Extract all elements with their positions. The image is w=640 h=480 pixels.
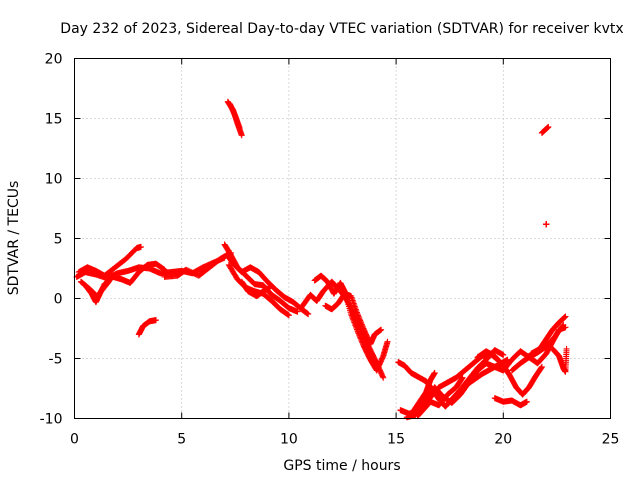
- x-tick-label: 20: [494, 432, 512, 448]
- data-point: [559, 322, 566, 329]
- satellite-track: [82, 278, 112, 306]
- data-point: [152, 317, 159, 324]
- y-tick-label: -10: [40, 412, 63, 428]
- data-point: [105, 279, 112, 286]
- satellite-track: [223, 251, 312, 318]
- grid-layer: [74, 58, 611, 419]
- satellite-track: [135, 317, 159, 338]
- satellite-track: [238, 278, 273, 300]
- satellite-track: [322, 290, 385, 348]
- x-tick-label: 10: [280, 432, 298, 448]
- satellite-track: [549, 345, 570, 375]
- satellite-track: [538, 123, 552, 136]
- data-point: [137, 243, 144, 250]
- y-tick-label: 20: [45, 52, 63, 68]
- x-tick-label: 25: [602, 432, 620, 448]
- data-point: [380, 374, 387, 381]
- data-point: [504, 356, 511, 363]
- satellite-track: [311, 272, 391, 374]
- y-tick-label: 0: [54, 292, 63, 308]
- satellite-track: [73, 254, 228, 282]
- y-tick-label: 5: [54, 232, 63, 248]
- data-point: [563, 345, 570, 352]
- y-axis-label: SDTVAR / TECUs: [6, 181, 22, 296]
- data-point: [500, 351, 507, 358]
- x-tick-label: 0: [70, 432, 79, 448]
- data-point: [238, 132, 245, 139]
- satellite-track: [543, 221, 550, 228]
- satellite-track: [75, 243, 144, 279]
- satellite-track: [161, 249, 235, 280]
- data-point: [431, 369, 438, 376]
- satellite-track: [528, 313, 569, 357]
- data-point: [545, 123, 552, 130]
- satellite-track: [491, 395, 530, 409]
- data-point: [236, 125, 243, 132]
- data-point: [378, 326, 385, 333]
- data-point: [305, 311, 312, 318]
- data-point: [285, 312, 292, 319]
- satellite-track: [474, 348, 545, 398]
- y-tick-label: -5: [49, 352, 63, 368]
- data-point: [560, 321, 567, 328]
- satellite-track: [414, 374, 466, 420]
- y-tick-label: 10: [45, 172, 63, 188]
- data-point: [538, 363, 545, 370]
- data-point: [543, 221, 550, 228]
- satellite-track: [410, 369, 438, 415]
- x-axis-label: GPS time / hours: [283, 458, 400, 474]
- data-point: [523, 398, 530, 405]
- data-point: [105, 278, 112, 285]
- x-tick-label: 5: [177, 432, 186, 448]
- data-point: [161, 266, 168, 273]
- satellite-track: [226, 101, 243, 132]
- data-point: [266, 284, 273, 291]
- data-point: [562, 313, 569, 320]
- chart-title: Day 232 of 2023, Sidereal Day-to-day VTE…: [60, 21, 623, 37]
- x-tick-label: 15: [387, 432, 405, 448]
- y-tick-label: 15: [45, 112, 63, 128]
- data-point: [459, 374, 466, 381]
- data-point: [294, 308, 301, 315]
- data-point: [384, 338, 391, 345]
- axis-ticks: 0 5 10 15 20 25 -10 -5 0 5 10 15 20: [40, 52, 620, 448]
- data-points: [73, 98, 570, 421]
